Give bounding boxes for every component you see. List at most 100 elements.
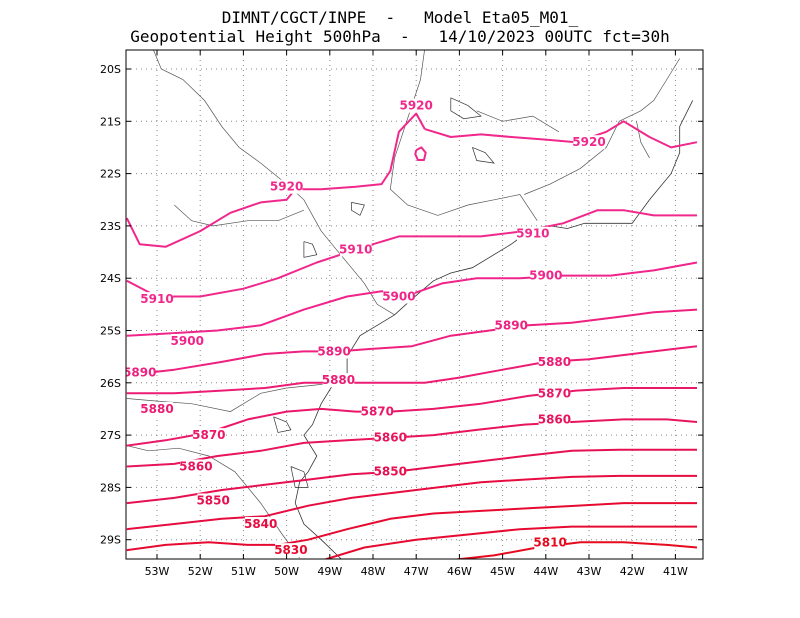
reservoir-outline bbox=[351, 202, 365, 216]
contour-label-bg bbox=[538, 412, 571, 427]
chart-title-line2: Geopotential Height 500hPa - 14/10/2023 … bbox=[130, 27, 670, 46]
contour-label-bg bbox=[244, 517, 277, 532]
contour-label-bg bbox=[180, 459, 212, 474]
x-tick-label: 46W bbox=[447, 565, 472, 578]
y-tick-label: 25S bbox=[100, 325, 121, 338]
contour-label: 5900 bbox=[382, 290, 415, 304]
contour-5920 bbox=[414, 146, 427, 161]
reservoir-outline bbox=[472, 147, 495, 164]
contour-5860 bbox=[126, 418, 698, 468]
y-tick-label: 22S bbox=[100, 168, 121, 181]
contour-label: 5900 bbox=[529, 269, 562, 283]
contour-label: 5900 bbox=[171, 334, 204, 348]
contour-label-bg bbox=[339, 242, 372, 257]
state-border bbox=[126, 382, 335, 412]
contour-5890 bbox=[126, 308, 698, 376]
contour-label-bg bbox=[534, 535, 566, 550]
contour-label: 5870 bbox=[538, 386, 571, 400]
y-tick-label: 27S bbox=[100, 429, 121, 442]
contour-label: 5920 bbox=[399, 99, 432, 113]
contour-label: 5920 bbox=[572, 135, 605, 149]
axis-ticks: 53W 52W 51W 50W 49W 48W 47W 46W 45W 44W 43W 42W 41W 2… bbox=[100, 50, 703, 578]
contour-label: 5870 bbox=[361, 405, 394, 419]
contour-label-bg bbox=[361, 404, 394, 419]
contour-label: 5810 bbox=[533, 535, 566, 549]
graticule bbox=[126, 50, 703, 559]
contour-label: 5850 bbox=[196, 493, 229, 507]
contour-5830 bbox=[126, 502, 697, 552]
x-tick-label: 43W bbox=[577, 565, 602, 578]
x-tick-label: 50W bbox=[274, 565, 299, 578]
contour-label: 5910 bbox=[140, 292, 173, 306]
contour-label-bg bbox=[495, 318, 528, 333]
y-tick-label: 29S bbox=[100, 534, 121, 547]
contour-5850 bbox=[126, 448, 697, 505]
y-tick-label: 26S bbox=[100, 377, 121, 390]
plot-frame bbox=[125, 49, 704, 560]
contour-label-bg bbox=[193, 428, 225, 443]
contour-label-bg bbox=[374, 464, 407, 479]
contour-label: 5890 bbox=[495, 318, 528, 332]
y-tick-label: 23S bbox=[100, 220, 121, 233]
contour-label-bg bbox=[270, 179, 303, 194]
contour-label: 5890 bbox=[317, 344, 350, 358]
contour-5820 bbox=[323, 525, 697, 559]
contour-label: 5830 bbox=[274, 543, 307, 557]
contour-label: 5890 bbox=[123, 365, 156, 379]
contour-label-bg bbox=[141, 401, 173, 416]
contour-label-bg bbox=[383, 289, 415, 304]
contour-5920 bbox=[424, 120, 698, 149]
reservoir-outline bbox=[450, 97, 482, 120]
geography bbox=[126, 50, 694, 559]
contour-label: 5880 bbox=[538, 355, 571, 369]
x-tick-label: 42W bbox=[620, 565, 645, 578]
contour-label: 5860 bbox=[538, 412, 571, 426]
state-border bbox=[524, 58, 680, 195]
contour-5840 bbox=[126, 474, 697, 531]
state-border bbox=[389, 50, 538, 221]
y-tick-label: 24S bbox=[100, 272, 121, 285]
contour-5810 bbox=[451, 541, 698, 559]
contour-label: 5840 bbox=[244, 517, 277, 531]
x-tick-label: 53W bbox=[145, 565, 170, 578]
contour-label-bg bbox=[141, 292, 173, 307]
state-border bbox=[636, 121, 650, 159]
contour-label: 5920 bbox=[270, 180, 303, 194]
y-tick-label: 21S bbox=[100, 115, 121, 128]
x-tick-label: 44W bbox=[533, 565, 558, 578]
contour-label: 5910 bbox=[516, 227, 549, 241]
contour-label-bg bbox=[322, 373, 355, 388]
contour-label-bg bbox=[538, 354, 571, 369]
contour-label-bg bbox=[275, 543, 307, 558]
contour-label-bg bbox=[517, 226, 549, 241]
contour-labels: 5920 5920 5920 5910 5910 5910 5900 5900 5900 5890… bbox=[123, 98, 606, 558]
contour-5910 bbox=[126, 209, 697, 298]
contour-label: 5860 bbox=[374, 431, 407, 445]
y-tick-label: 20S bbox=[100, 63, 121, 76]
x-tick-label: 51W bbox=[231, 565, 256, 578]
chart-title-line1: DIMNT/CGCT/INPE - Model Eta05_M01_ bbox=[221, 8, 579, 27]
contour-label-bg bbox=[573, 135, 605, 150]
x-tick-label: 47W bbox=[404, 565, 429, 578]
contour-label-bg bbox=[400, 98, 432, 113]
state-border bbox=[126, 445, 300, 559]
contour-label-bg bbox=[530, 268, 562, 283]
x-tick-label: 41W bbox=[663, 565, 688, 578]
contour-label-bg bbox=[538, 386, 571, 401]
x-tick-label: 49W bbox=[317, 565, 342, 578]
contour-label: 5860 bbox=[179, 459, 212, 473]
state-border bbox=[174, 204, 305, 227]
contour-label: 5850 bbox=[374, 465, 407, 479]
contour-label: 5880 bbox=[140, 402, 173, 416]
contour-label-bg bbox=[374, 430, 407, 445]
x-tick-label: 52W bbox=[188, 565, 213, 578]
x-tick-label: 45W bbox=[490, 565, 515, 578]
reservoir-outline bbox=[303, 241, 318, 258]
contour-5880 bbox=[126, 345, 698, 395]
contour-label-bg bbox=[318, 344, 350, 359]
contour-label-bg bbox=[171, 333, 204, 348]
contour-label: 5870 bbox=[192, 428, 225, 442]
contour-label: 5880 bbox=[322, 373, 355, 387]
contour-label: 5910 bbox=[339, 242, 372, 256]
